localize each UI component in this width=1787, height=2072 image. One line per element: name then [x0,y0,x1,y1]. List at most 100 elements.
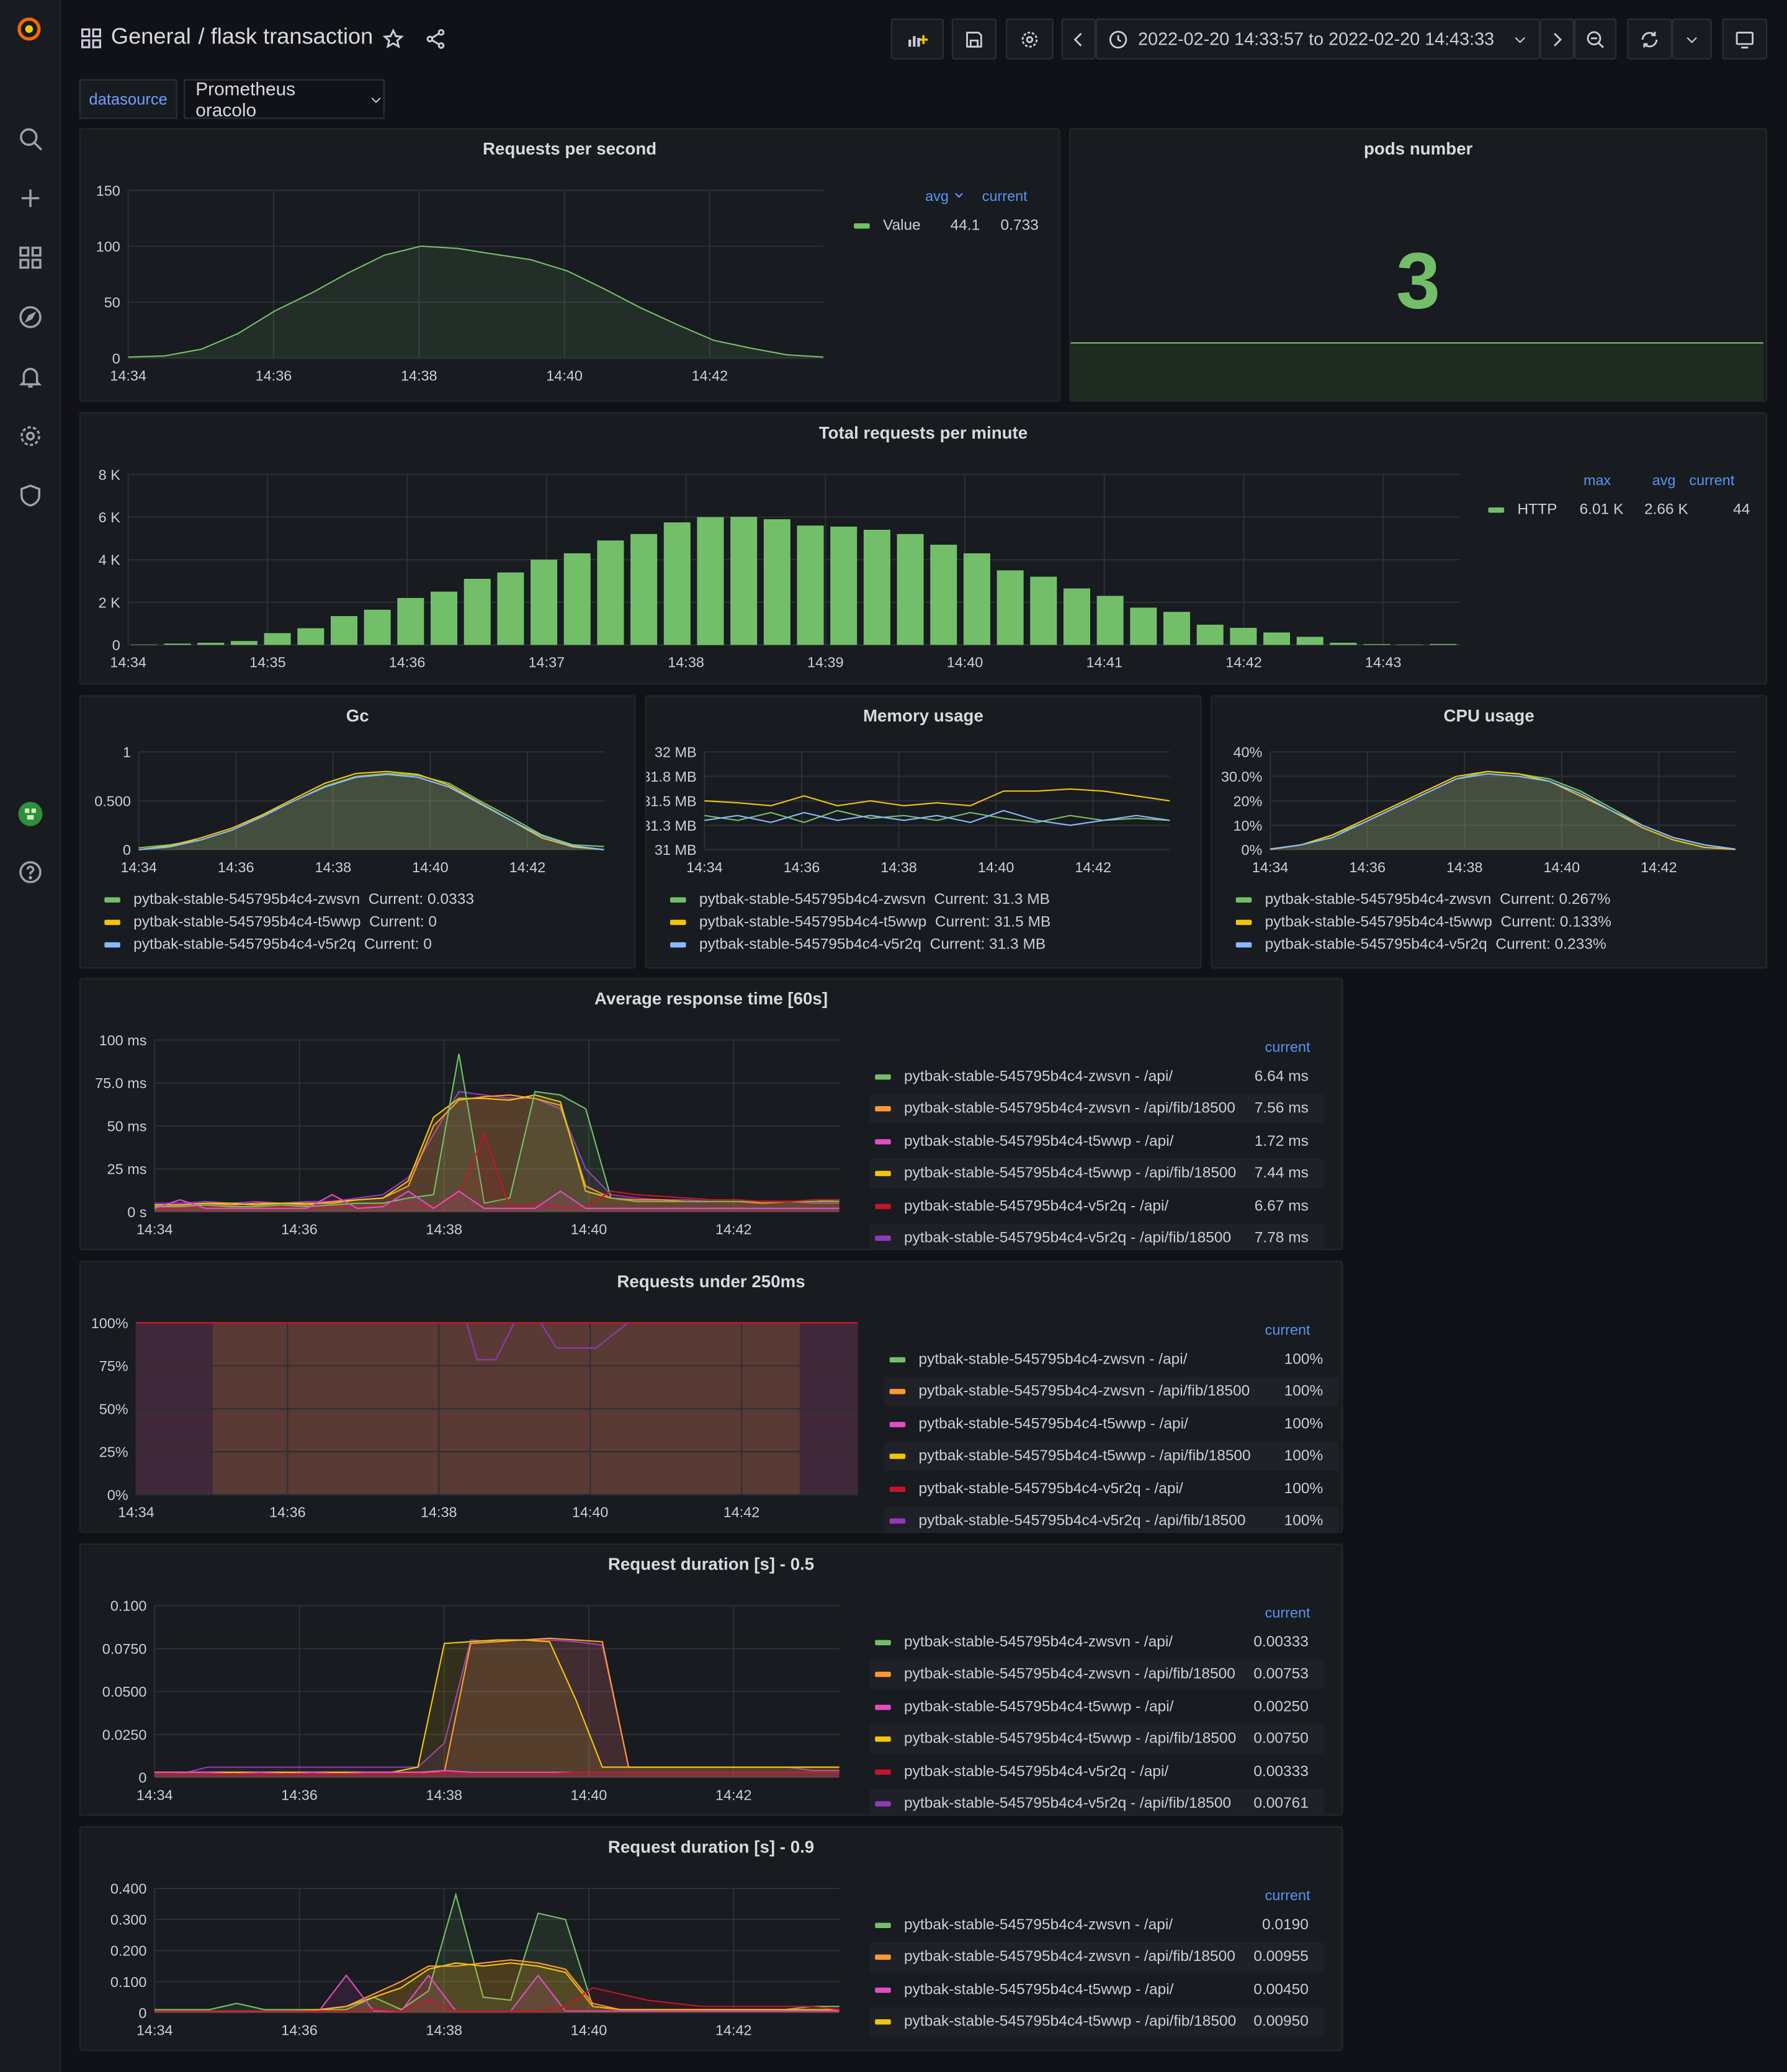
time-picker-button[interactable]: 2022-02-20 14:33:57 to 2022-02-20 14:43:… [1095,18,1540,60]
grafana-logo-icon[interactable] [13,13,45,45]
legend-header-current[interactable]: current [1265,1605,1310,1622]
legend-current: 1.72 ms [1254,1133,1309,1150]
legend-item[interactable]: pytbak-stable-545795b4c4-t5wwp - /api/fi… [884,1442,1339,1471]
legend-item[interactable]: pytbak-stable-545795b4c4-zwsvn - /api/fi… [869,1943,1325,1973]
legend-item[interactable]: pytbak-stable-545795b4c4-t5wwp - /api/1.… [870,1127,1325,1156]
legend-name: pytbak-stable-545795b4c4-zwsvn - /api/ [904,1635,1173,1651]
rps-chart[interactable]: 150 100 50 014:34 14:36 14:38 14:40 14:42 [81,169,848,401]
legend-item[interactable]: pytbak-stable-545795b4c4-t5wwp - /api/0.… [870,1692,1325,1721]
series-line-area [155,1772,840,1778]
legend-item[interactable]: pytbak-stable-545795b4c4-zwsvn Current: … [104,892,474,908]
legend-item[interactable]: pytbak-stable-545795b4c4-zwsvn - /api/fi… [869,1660,1325,1690]
panel-cpu-usage[interactable]: CPU usage 40% 30.0% 20% 10% 0% 14:34 14:36 14:3… [1211,695,1768,969]
legend-header-current[interactable]: current [982,189,1028,205]
datasource-select[interactable]: Prometheus oracolo [184,78,385,120]
panel-pods-number[interactable]: pods number 3 [1069,128,1768,402]
legend-item[interactable]: pytbak-stable-545795b4c4-t5wwp Current: … [104,914,437,931]
panel-request-duration-05[interactable]: Request duration [s] - 0.5 0.100 0.0750 0.… [79,1543,1343,1816]
legend-name: pytbak-stable-545795b4c4-v5r2q - /api/fi… [904,1230,1232,1246]
rd09-chart[interactable]: 0.400 0.300 0.200 0.100 014:34 14:36 14:38 14:4… [81,1867,861,2051]
legend-header-avg[interactable]: avg [925,189,965,205]
y-tick-label: 32 MB [655,744,697,761]
refresh-button[interactable] [1627,18,1672,60]
avatar[interactable] [14,798,46,830]
legend-item[interactable]: pytbak-stable-545795b4c4-t5wwp Current: … [670,914,1050,931]
legend-item[interactable]: Value 44.1 0.733 [854,218,1052,234]
legend-item[interactable]: pytbak-stable-545795b4c4-zwsvn - /api/fi… [869,1094,1325,1124]
panel-requests-per-second[interactable]: Requests per second 150 100 50 0 14:34 14:36 1… [79,128,1060,402]
legend-item[interactable]: pytbak-stable-545795b4c4-t5wwp Current: … [1235,914,1611,931]
bar [230,641,258,645]
legend-item[interactable]: pytbak-stable-545795b4c4-v5r2q Current: … [104,937,432,953]
legend-item[interactable]: pytbak-stable-545795b4c4-v5r2q - /api/6.… [870,1192,1325,1221]
bar [930,545,957,645]
legend-item[interactable]: pytbak-stable-545795b4c4-zwsvn - /api/0.… [870,1911,1325,1940]
cpu-chart[interactable]: 40% 30.0% 20% 10% 0%14:34 14:36 14:38 14:40 14:4… [1212,736,1767,885]
dashboards-grid-icon[interactable] [14,242,46,274]
legend-item[interactable]: pytbak-stable-545795b4c4-v5r2q Current: … [670,937,1046,953]
legend-item[interactable]: pytbak-stable-545795b4c4-t5wwp - /api/fi… [869,1725,1325,1754]
compass-explore-icon[interactable] [14,301,46,333]
r250-chart[interactable]: 100% 75% 50% 25% 0%14:34 14:36 14:38 14:40 14:42 [81,1302,874,1533]
legend-header-current[interactable]: current [1265,1323,1310,1339]
legend-item[interactable]: pytbak-stable-545795b4c4-t5wwp - /api/0.… [870,1975,1325,2004]
time-forward-button[interactable] [1539,18,1575,60]
search-icon[interactable] [14,123,46,154]
x-tick-label: 14:36 [269,1504,306,1520]
panel-average-response-time[interactable]: Average response time [60s] 100 ms 75.0 m… [79,978,1343,1251]
legend-item[interactable]: pytbak-stable-545795b4c4-v5r2q - /api/fi… [869,1789,1325,1815]
gear-icon[interactable] [14,420,46,452]
legend-item[interactable]: pytbak-stable-545795b4c4-zwsvn - /api/6.… [870,1063,1325,1092]
share-icon[interactable] [424,28,447,57]
plus-icon[interactable] [14,182,46,214]
series-swatch [670,942,686,948]
legend-name: HTTP [1517,502,1557,519]
add-panel-button[interactable] [890,18,944,60]
legend-item[interactable]: pytbak-stable-545795b4c4-t5wwp - /api/10… [884,1409,1339,1439]
x-tick-label: 14:34 [120,859,157,875]
legend-header-current[interactable]: current [1265,1888,1310,1905]
star-icon[interactable] [382,28,405,57]
art-chart[interactable]: 100 ms 75.0 ms 50 ms 25 ms 0 s14:34 14:36 14:3… [81,1019,861,1250]
legend-header-current[interactable]: current [1689,473,1735,489]
breadcrumb-folder[interactable]: General [110,24,191,49]
legend-header-current[interactable]: current [1265,1040,1310,1056]
legend-item[interactable]: pytbak-stable-545795b4c4-v5r2q - /api/fi… [869,1223,1325,1249]
legend-item[interactable]: pytbak-stable-545795b4c4-t5wwp - /api/fi… [869,2007,1325,2037]
page-title[interactable]: / flask transaction [198,24,374,49]
tv-mode-button[interactable] [1722,18,1768,60]
legend-header-avg[interactable]: avg [1652,473,1676,489]
panel-gc[interactable]: Gc 1 0.500 0 14:34 14:36 14:38 14:40 14:42 pytb… [79,695,636,969]
rd05-chart[interactable]: 0.100 0.0750 0.0500 0.0250 014:34 14:36 14:38 1… [81,1584,861,1816]
help-icon[interactable] [14,856,46,888]
gc-chart[interactable]: 1 0.500 014:34 14:36 14:38 14:40 14:42 [81,736,636,885]
legend-item[interactable]: pytbak-stable-545795b4c4-zwsvn - /api/10… [884,1346,1339,1375]
legend-item[interactable]: HTTP 6.01 K 2.66 K 44 [1488,502,1766,519]
panel-request-duration-09[interactable]: Request duration [s] - 0.9 0.400 0.300 0.2… [79,1826,1343,2052]
bar [330,616,358,645]
zoom-out-button[interactable] [1574,18,1617,60]
series-swatch [875,1922,891,1928]
bell-alerting-icon[interactable] [14,361,46,393]
legend-item[interactable]: pytbak-stable-545795b4c4-zwsvn - /api/fi… [884,1377,1339,1407]
legend-item[interactable]: pytbak-stable-545795b4c4-zwsvn Current: … [670,892,1050,908]
legend-item[interactable]: pytbak-stable-545795b4c4-t5wwp - /api/fi… [869,1159,1325,1189]
legend-item[interactable]: pytbak-stable-545795b4c4-v5r2q Current: … [1235,937,1606,953]
refresh-interval-dropdown[interactable] [1672,18,1712,60]
legend-item[interactable]: pytbak-stable-545795b4c4-v5r2q - /api/0.… [870,1757,1325,1786]
time-back-button[interactable] [1061,18,1096,60]
panel-requests-under-250ms[interactable]: Requests under 250ms 100% 75% 50% 25% 0% 14:3… [79,1261,1343,1534]
trpm-chart[interactable]: 8 K 6 K 4 K 2 K 014:34 14:35 14:36 14:37 14:38 14… [81,453,1482,685]
legend-header-max[interactable]: max [1583,473,1611,489]
dashboard-settings-button[interactable] [1006,18,1054,60]
y-tick-label: 100 [96,238,120,254]
legend-item[interactable]: pytbak-stable-545795b4c4-v5r2q - /api/fi… [884,1506,1339,1532]
shield-icon[interactable] [14,480,46,511]
legend-item[interactable]: pytbak-stable-545795b4c4-zwsvn - /api/0.… [870,1628,1325,1657]
legend-item[interactable]: pytbak-stable-545795b4c4-v5r2q - /api/10… [884,1474,1339,1503]
save-dashboard-button[interactable] [951,18,997,60]
legend-item[interactable]: pytbak-stable-545795b4c4-zwsvn Current: … [1235,892,1611,908]
panel-memory-usage[interactable]: Memory usage 32 MB 31.8 MB 31.5 MB 31.3 MB 3… [645,695,1202,969]
